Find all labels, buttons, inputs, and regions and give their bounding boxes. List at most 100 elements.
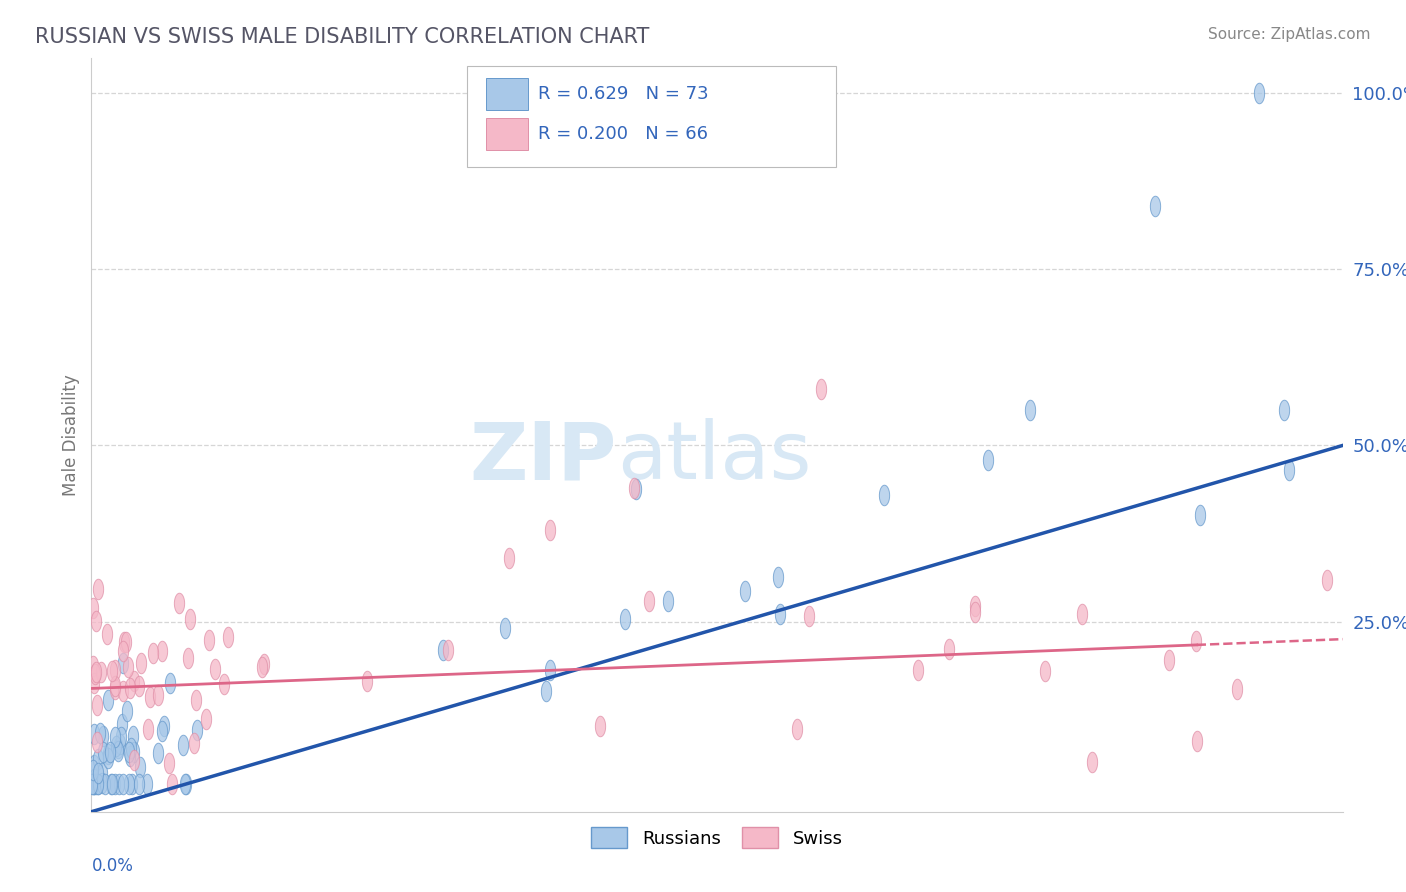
Point — [87, 776, 110, 790]
Point — [614, 612, 637, 626]
Point — [786, 722, 808, 736]
Point — [498, 551, 520, 566]
Point — [94, 776, 117, 790]
Text: ZIP: ZIP — [470, 418, 617, 497]
Point — [172, 738, 194, 752]
Point — [1081, 756, 1104, 770]
Point — [146, 746, 169, 760]
Point — [104, 731, 127, 745]
Point — [623, 481, 645, 495]
Point — [174, 776, 197, 790]
FancyBboxPatch shape — [485, 119, 529, 150]
Point — [494, 621, 516, 635]
Point — [1071, 607, 1094, 622]
Point — [436, 643, 458, 657]
Point — [167, 596, 190, 610]
Point — [538, 663, 561, 677]
Point — [142, 646, 165, 660]
Point — [1188, 508, 1211, 522]
Point — [769, 607, 792, 622]
Point — [1033, 664, 1056, 678]
Point — [637, 593, 659, 607]
Text: Source: ZipAtlas.com: Source: ZipAtlas.com — [1208, 27, 1371, 42]
Point — [150, 644, 173, 658]
FancyBboxPatch shape — [485, 78, 529, 110]
Point — [1018, 403, 1040, 417]
Point — [107, 741, 129, 756]
Point — [1143, 199, 1166, 213]
Point — [873, 488, 896, 502]
Point — [111, 716, 134, 731]
Point — [86, 752, 108, 766]
Point — [104, 680, 127, 694]
Point — [87, 582, 110, 596]
Point — [87, 776, 110, 790]
Point — [356, 674, 378, 689]
Point — [83, 757, 105, 772]
Point — [183, 736, 205, 750]
Point — [965, 599, 987, 614]
Point — [90, 766, 112, 780]
Point — [83, 776, 105, 790]
Point — [204, 662, 226, 676]
Point — [122, 753, 145, 767]
Text: atlas: atlas — [617, 418, 811, 497]
Point — [148, 688, 170, 702]
Point — [538, 523, 561, 537]
Point — [139, 690, 162, 705]
Point — [104, 681, 127, 696]
Point — [129, 760, 152, 774]
Point — [159, 676, 181, 690]
Point — [153, 719, 176, 733]
Point — [589, 718, 612, 732]
Point — [129, 657, 152, 671]
Point — [83, 675, 105, 690]
Point — [1157, 653, 1180, 667]
Point — [212, 677, 235, 691]
Point — [1249, 86, 1271, 100]
Point — [83, 776, 105, 790]
Point — [657, 594, 679, 608]
Point — [117, 659, 139, 673]
Point — [112, 635, 135, 649]
Point — [1226, 682, 1249, 697]
Point — [111, 776, 134, 790]
Point — [1185, 734, 1208, 748]
Point — [84, 614, 107, 628]
Point — [83, 772, 105, 786]
Point — [104, 663, 127, 677]
Point — [963, 605, 986, 619]
Point — [107, 744, 129, 758]
Point — [90, 775, 112, 789]
Text: R = 0.200   N = 66: R = 0.200 N = 66 — [538, 125, 709, 143]
Point — [80, 776, 103, 790]
Point — [253, 657, 276, 671]
Point — [91, 745, 114, 759]
Point — [197, 632, 219, 647]
Point — [121, 776, 143, 790]
Point — [534, 684, 557, 698]
Point — [82, 776, 104, 790]
Point — [938, 641, 960, 656]
Point — [1272, 403, 1295, 417]
Point — [104, 776, 127, 790]
Point — [97, 693, 120, 707]
Point — [84, 776, 107, 790]
Point — [186, 723, 208, 737]
Text: RUSSIAN VS SWISS MALE DISABILITY CORRELATION CHART: RUSSIAN VS SWISS MALE DISABILITY CORRELA… — [35, 27, 650, 46]
Point — [1278, 463, 1301, 477]
Point — [624, 483, 647, 497]
Point — [86, 735, 108, 749]
Point — [1185, 633, 1208, 648]
Point — [87, 765, 110, 780]
Point — [111, 683, 134, 698]
FancyBboxPatch shape — [467, 65, 837, 168]
Point — [173, 776, 195, 790]
Point — [120, 748, 142, 763]
Point — [194, 712, 217, 726]
Point — [122, 746, 145, 760]
Point — [82, 601, 104, 615]
Point — [120, 681, 142, 696]
Point — [734, 583, 756, 598]
Point — [799, 608, 821, 623]
